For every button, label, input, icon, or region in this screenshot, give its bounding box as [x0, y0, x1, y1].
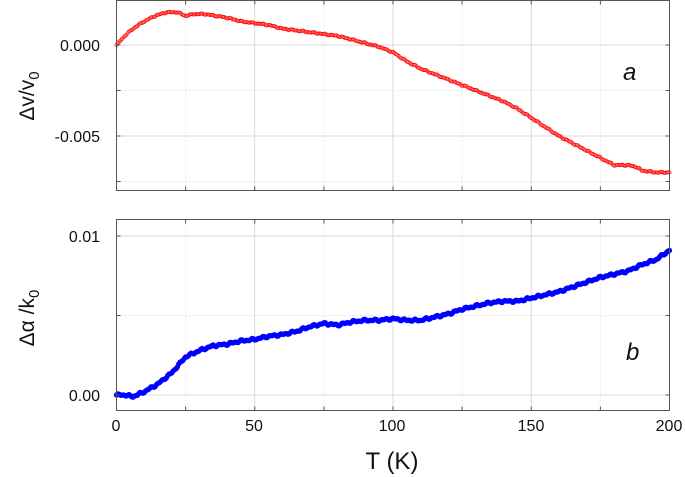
x-axis: 0 50 100 150 200 T (K) — [112, 418, 683, 475]
grid-a — [116, 0, 670, 191]
xtick-0: 0 — [112, 418, 121, 435]
panel-letter-a: a — [623, 59, 636, 86]
panel-a: 0.000 -0.005 a Δv/v0 — [16, 0, 672, 191]
ytick-b-1: 0.00 — [69, 388, 100, 405]
xtick-50: 50 — [245, 418, 263, 435]
xtick-100: 100 — [379, 418, 406, 435]
xtick-200: 200 — [656, 418, 683, 435]
panel-b: 0.01 0.00 b Δα /k0 — [16, 219, 673, 411]
x-axis-label: T (K) — [366, 448, 419, 475]
ytick-b-0: 0.01 — [69, 229, 100, 246]
ticks-b — [116, 219, 670, 411]
ytick-a-1: -0.005 — [55, 129, 100, 146]
ylabel-b: Δα /k0 — [16, 290, 43, 347]
ytick-a-0: 0.000 — [60, 38, 100, 55]
xtick-150: 150 — [518, 418, 545, 435]
series-a-markers — [114, 9, 672, 175]
panel-letter-b: b — [626, 339, 639, 366]
series-b-markers — [113, 247, 673, 400]
ticks-a — [116, 0, 670, 191]
ylabel-a: Δv/v0 — [16, 71, 43, 120]
